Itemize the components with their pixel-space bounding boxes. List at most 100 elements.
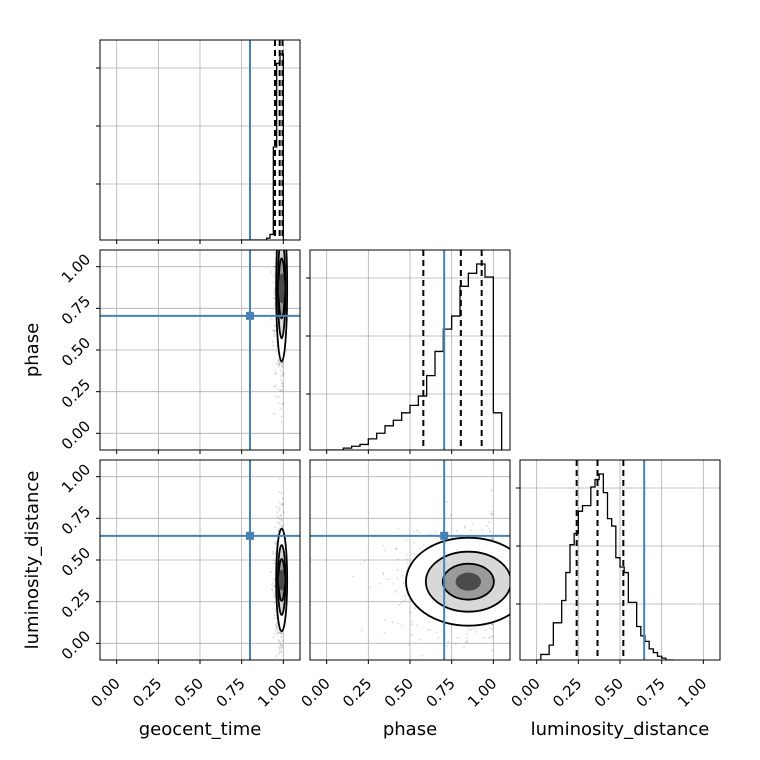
sample-point <box>272 562 275 565</box>
sample-point <box>272 635 275 638</box>
sample-point <box>491 635 494 638</box>
sample-point <box>279 246 281 248</box>
x-tick-label: 0.25 <box>129 674 165 710</box>
sample-point <box>275 483 277 485</box>
sample-point <box>278 360 281 363</box>
sample-point <box>279 375 282 378</box>
sample-point <box>274 330 277 333</box>
x-tick-label: 0.00 <box>297 674 333 710</box>
density-contour <box>455 572 482 591</box>
sample-point <box>393 590 396 593</box>
sample-point <box>274 633 277 636</box>
sample-point <box>273 617 276 620</box>
sample-point <box>274 629 277 632</box>
sample-point <box>276 157 278 159</box>
sample-point <box>403 595 406 598</box>
sample-point <box>281 385 284 388</box>
sample-point <box>275 350 278 353</box>
sample-point <box>488 665 490 667</box>
sample-point <box>278 247 280 249</box>
sample-point <box>278 206 280 208</box>
sample-point <box>491 623 494 626</box>
sample-point <box>277 362 280 365</box>
sample-point <box>428 620 431 623</box>
sample-point <box>470 529 473 532</box>
sample-point <box>276 511 279 514</box>
sample-point <box>274 385 277 388</box>
x-tick-label: 1.00 <box>464 674 500 710</box>
sample-point <box>406 562 409 565</box>
x-tick-label: 0.25 <box>549 674 585 710</box>
sample-point <box>413 530 416 533</box>
sample-point <box>280 208 282 210</box>
sample-point <box>447 640 450 643</box>
sample-point <box>280 368 283 371</box>
sample-point <box>274 241 276 243</box>
sample-point <box>279 388 282 391</box>
sample-point <box>278 227 280 229</box>
sample-point <box>278 362 281 365</box>
sample-point <box>276 218 278 220</box>
x-axis-label-luminosity-distance: luminosity_distance <box>531 719 710 740</box>
sample-point <box>277 241 279 243</box>
sample-point <box>282 373 285 376</box>
sample-point <box>413 607 416 610</box>
sample-point <box>465 636 468 639</box>
sample-point <box>363 560 366 563</box>
sample-point <box>271 583 274 586</box>
sample-point <box>277 628 280 631</box>
sample-point <box>281 365 284 368</box>
sample-point <box>411 623 414 626</box>
sample-point <box>474 626 477 629</box>
sample-point <box>446 645 449 648</box>
x-tick-label: 0.75 <box>632 674 668 710</box>
panels-layer: 0.00 0.25 0.50 0.75 1.000.000.250.500.751.00… <box>58 39 721 711</box>
sample-point <box>281 382 284 385</box>
sample-point <box>409 611 412 614</box>
sample-point <box>279 646 282 649</box>
sample-point <box>463 526 466 529</box>
sample-point <box>279 226 281 228</box>
sample-point <box>378 582 381 585</box>
y-tick-label: 0.00 <box>58 627 94 663</box>
sample-point <box>392 582 395 585</box>
y-tick-label: 0.25 <box>58 375 94 411</box>
sample-point <box>275 506 278 509</box>
sample-point <box>488 529 491 532</box>
truth-marker <box>246 311 254 320</box>
sample-point <box>280 504 283 507</box>
sample-point <box>486 524 489 527</box>
y-tick-label: 0.50 <box>58 544 94 580</box>
sample-point <box>491 627 494 630</box>
sample-point <box>272 578 275 581</box>
sample-point <box>278 243 280 245</box>
sample-point <box>279 513 282 516</box>
sample-point <box>468 628 471 631</box>
sample-point <box>279 670 281 672</box>
sample-point <box>280 651 283 654</box>
sample-point <box>282 676 284 678</box>
sample-point <box>384 619 387 622</box>
sample-point <box>405 553 408 556</box>
sample-point <box>280 415 283 418</box>
x-tick-label: 0.00 <box>87 674 123 710</box>
sample-point <box>280 635 283 638</box>
sample-point <box>466 639 469 642</box>
sample-point <box>360 629 363 632</box>
sample-point <box>396 622 399 625</box>
sample-point <box>267 185 269 187</box>
sample-point <box>413 553 416 556</box>
sample-point <box>272 272 275 275</box>
histogram-steps-phase <box>326 263 503 450</box>
sample-point <box>280 247 282 249</box>
sample-point <box>421 654 424 657</box>
sample-point <box>279 241 281 243</box>
sample-point <box>277 365 280 368</box>
x-tick-label: 1.00 <box>254 674 290 710</box>
sample-point <box>277 639 280 642</box>
sample-point <box>281 646 284 649</box>
sample-point <box>279 241 281 243</box>
sample-point <box>405 558 408 561</box>
sample-point <box>281 502 284 505</box>
